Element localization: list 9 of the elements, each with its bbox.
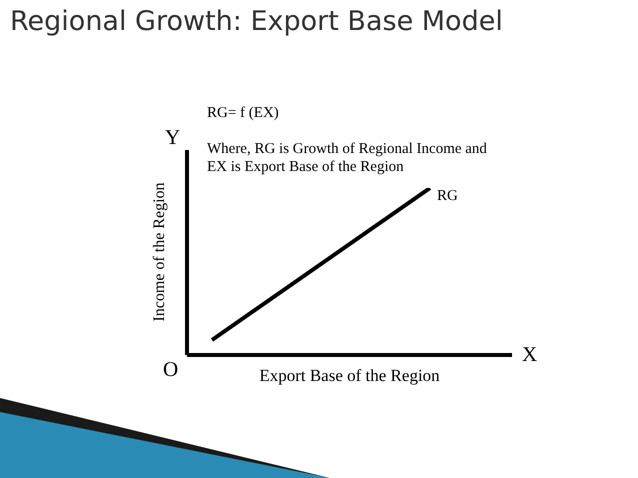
series-label: RG bbox=[437, 188, 458, 205]
chart-title: Regional Growth: Export Base Model bbox=[10, 6, 503, 37]
text: Y bbox=[165, 125, 182, 149]
y-axis-title: Income of the Region bbox=[150, 181, 169, 324]
text: O bbox=[163, 357, 180, 381]
text: X bbox=[522, 342, 538, 366]
text: Where, RG is Growth of Regional Income and EX is Export Base of the Region bbox=[207, 140, 488, 176]
text: RG= f (EX) bbox=[207, 104, 280, 122]
x-axis-title: Export Base of the Region bbox=[259, 366, 440, 386]
